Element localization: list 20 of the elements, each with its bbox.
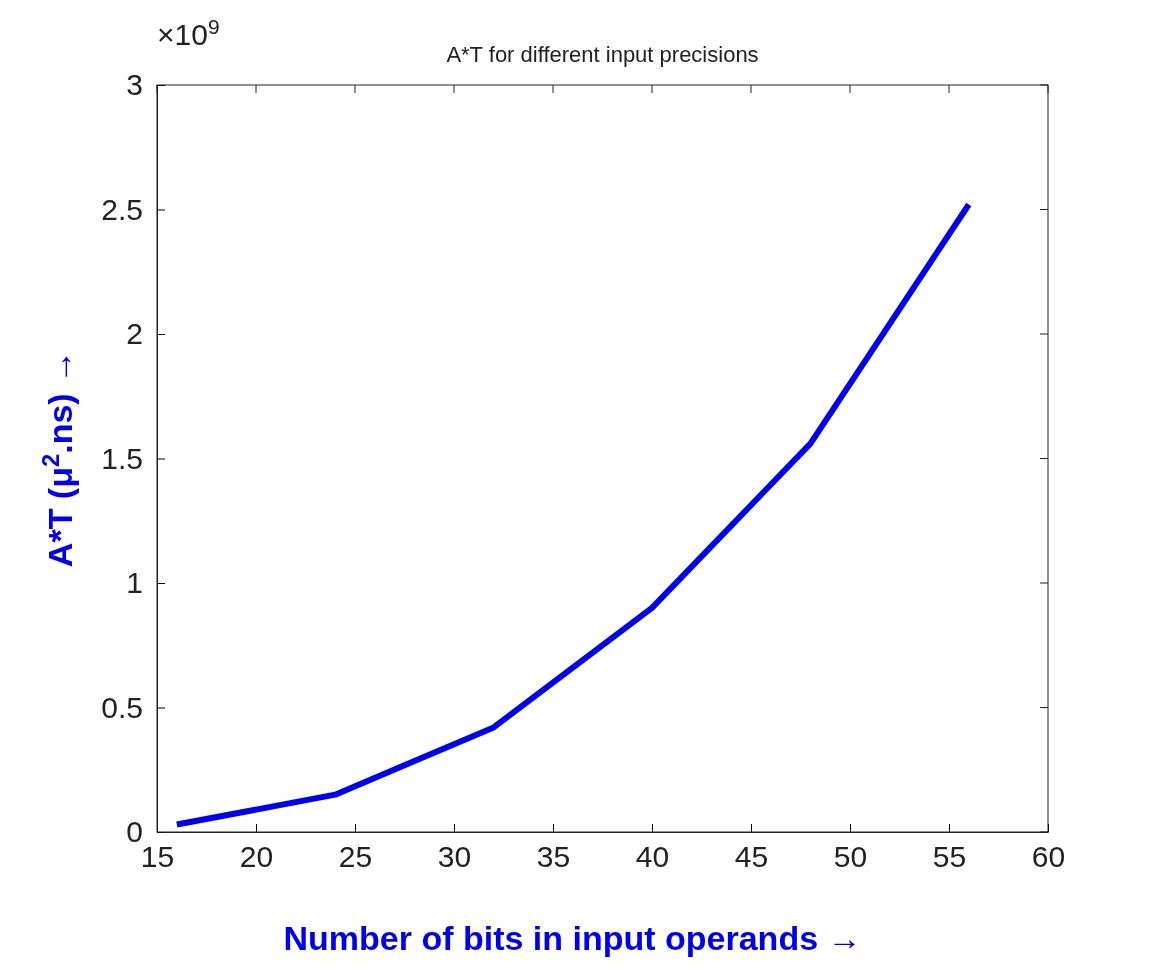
chart-title: A*T for different input precisions — [446, 42, 759, 67]
x-tick-label: 60 — [1031, 840, 1066, 874]
x-tick-label: 30 — [437, 840, 472, 874]
y-tick-label: 2.5 — [101, 192, 143, 226]
x-tick-label: 15 — [140, 840, 175, 874]
x-tick-label: 20 — [239, 840, 274, 874]
x-tick-label: 35 — [536, 840, 571, 874]
x-tick-label: 40 — [635, 840, 670, 874]
y-tick-label: 0.5 — [101, 690, 143, 724]
y-tick-label: 1.5 — [101, 441, 143, 475]
y-tick-label: 1 — [126, 566, 143, 600]
x-tick-label: 55 — [932, 840, 967, 874]
x-tick-label: 45 — [734, 840, 769, 874]
text: ×10$^{9}$ — [157, 14, 220, 51]
x-tick-label: 50 — [833, 840, 868, 874]
y-tick-label: 2 — [126, 317, 143, 351]
x-tick-label: 25 — [338, 840, 373, 874]
y-tick-label: 0 — [126, 815, 143, 849]
y-tick-label: 3 — [126, 68, 143, 102]
x-axis-title: Number of bits in input operands → — [283, 919, 862, 957]
